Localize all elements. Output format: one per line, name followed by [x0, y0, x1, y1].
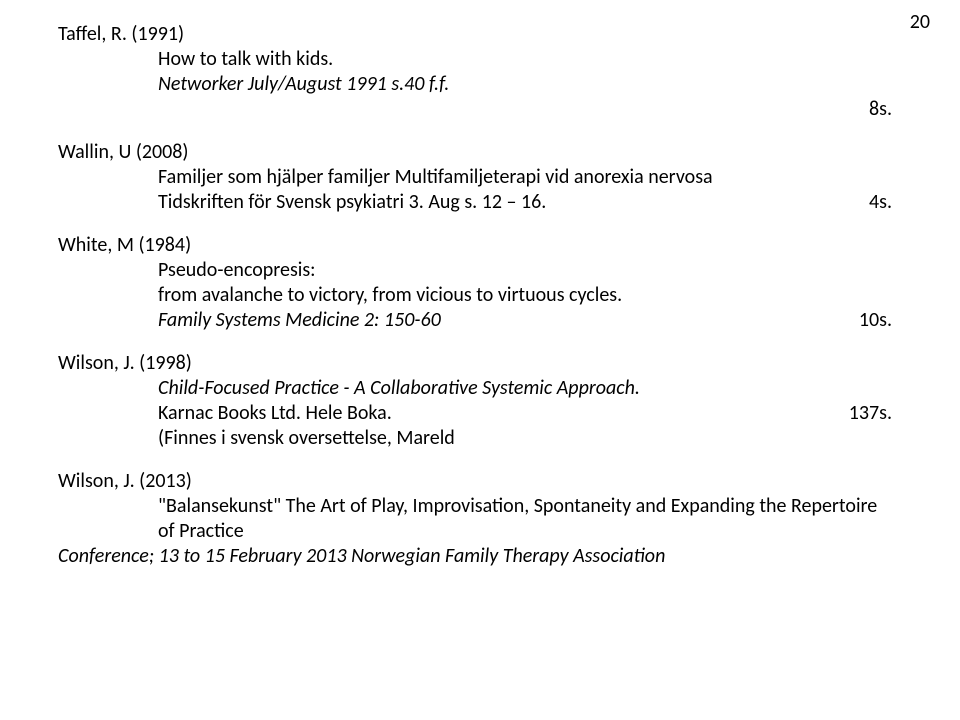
reference-entry: Taffel, R. (1991) How to talk with kids.… — [58, 22, 892, 122]
source-line: Networker July/August 1991 s.40 f.f. — [58, 72, 892, 97]
reference-entry: Wallin, U (2008) Familjer som hjälper fa… — [58, 140, 892, 215]
page-count: 8s. — [832, 97, 892, 122]
author-line: White, M (1984) — [58, 233, 892, 258]
title-line: Child-Focused Practice - A Collaborative… — [58, 376, 892, 401]
title-line: Familjer som hjälper familjer Multifamil… — [58, 165, 892, 190]
author-line: Wilson, J. (1998) — [58, 351, 892, 376]
source-line: Conference; 13 to 15 February 2013 Norwe… — [58, 544, 892, 569]
page-count: 4s. — [772, 190, 892, 215]
title-line: How to talk with kids. — [58, 47, 892, 72]
page-count: 137s. — [772, 401, 892, 426]
reference-entry: Wilson, J. (1998) Child-Focused Practice… — [58, 351, 892, 451]
source-line: Tidskriften för Svensk psykiatri 3. Aug … — [158, 190, 772, 215]
author-line: Wallin, U (2008) — [58, 140, 892, 165]
title-line: "Balansekunst" The Art of Play, Improvis… — [58, 494, 892, 544]
subtitle-line: from avalanche to victory, from vicious … — [58, 283, 892, 308]
page: 20 Taffel, R. (1991) How to talk with ki… — [0, 0, 960, 720]
author-line: Taffel, R. (1991) — [58, 22, 892, 47]
note-line: (Finnes i svensk oversettelse, Mareld — [58, 426, 892, 451]
source-line: Family Systems Medicine 2: 150-60 — [158, 308, 772, 333]
reference-entry: White, M (1984) Pseudo-encopresis: from … — [58, 233, 892, 333]
author-line: Wilson, J. (2013) — [58, 469, 892, 494]
title-line: Pseudo-encopresis: — [58, 258, 892, 283]
publisher-line: Karnac Books Ltd. Hele Boka. — [158, 401, 772, 426]
page-count: 10s. — [772, 308, 892, 333]
reference-entry: Wilson, J. (2013) "Balansekunst" The Art… — [58, 469, 892, 569]
page-number: 20 — [910, 10, 930, 35]
